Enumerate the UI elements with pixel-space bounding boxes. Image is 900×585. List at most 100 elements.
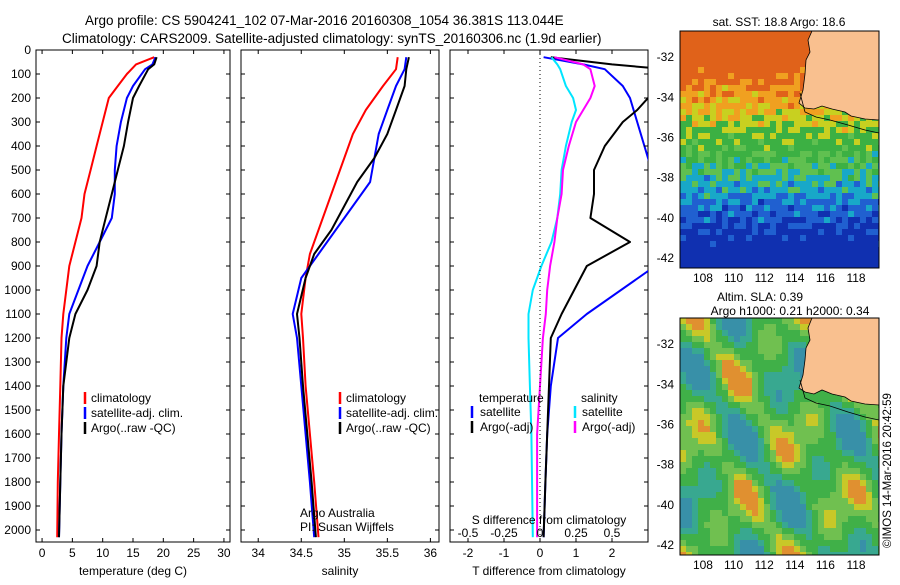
heatmap-cell bbox=[758, 474, 764, 480]
heatmap-cell bbox=[698, 187, 704, 193]
sst-map-ytick-label: -40 bbox=[657, 211, 675, 225]
heatmap-cell bbox=[692, 414, 698, 420]
heatmap-cell bbox=[698, 31, 704, 37]
heatmap-cell bbox=[836, 157, 842, 163]
heatmap-cell bbox=[716, 408, 722, 414]
heatmap-cell bbox=[722, 372, 728, 378]
heatmap-cell bbox=[716, 79, 722, 85]
heatmap-cell bbox=[836, 217, 842, 223]
heatmap-cell bbox=[686, 396, 692, 402]
heatmap-cell bbox=[830, 217, 836, 223]
heatmap-cell bbox=[776, 55, 782, 61]
heatmap-cell bbox=[764, 49, 770, 55]
heatmap-cell bbox=[800, 444, 806, 450]
heatmap-cell bbox=[776, 480, 782, 486]
heatmap-cell bbox=[704, 402, 710, 408]
heatmap-cell bbox=[872, 247, 878, 253]
heatmap-cell bbox=[788, 492, 794, 498]
heatmap-cell bbox=[860, 486, 866, 492]
heatmap-cell bbox=[752, 175, 758, 181]
heatmap-cell bbox=[746, 324, 752, 330]
heatmap-cell bbox=[842, 133, 848, 139]
heatmap-cell bbox=[866, 504, 872, 510]
heatmap-cell bbox=[800, 31, 806, 37]
heatmap-cell bbox=[770, 504, 776, 510]
heatmap-cell bbox=[680, 384, 686, 390]
heatmap-cell bbox=[746, 462, 752, 468]
heatmap-cell bbox=[698, 175, 704, 181]
heatmap-cell bbox=[734, 516, 740, 522]
heatmap-cell bbox=[698, 223, 704, 229]
heatmap-cell bbox=[680, 67, 686, 73]
heatmap-cell bbox=[842, 438, 848, 444]
heatmap-cell bbox=[746, 265, 752, 268]
heatmap-cell bbox=[794, 378, 800, 384]
heatmap-cell bbox=[680, 265, 686, 268]
depth-tick-label: 600 bbox=[11, 187, 31, 201]
heatmap-cell bbox=[752, 342, 758, 348]
heatmap-cell bbox=[752, 127, 758, 133]
heatmap-cell bbox=[788, 169, 794, 175]
heatmap-cell bbox=[722, 139, 728, 145]
heatmap-cell bbox=[764, 241, 770, 247]
heatmap-cell bbox=[680, 456, 686, 462]
heatmap-cell bbox=[716, 552, 722, 555]
heatmap-cell bbox=[752, 265, 758, 268]
heatmap-cell bbox=[770, 199, 776, 205]
heatmap-cell bbox=[740, 103, 746, 109]
heatmap-cell bbox=[824, 229, 830, 235]
heatmap-cell bbox=[728, 390, 734, 396]
heatmap-cell bbox=[710, 247, 716, 253]
heatmap-cell bbox=[740, 516, 746, 522]
heatmap-cell bbox=[770, 426, 776, 432]
heatmap-cell bbox=[686, 259, 692, 265]
sst-map-xtick-label: 108 bbox=[693, 271, 713, 285]
heatmap-cell bbox=[698, 462, 704, 468]
heatmap-cell bbox=[794, 522, 800, 528]
heatmap-cell bbox=[734, 414, 740, 420]
heatmap-cell bbox=[824, 468, 830, 474]
sla-map-ytick-label: -34 bbox=[657, 377, 675, 391]
heatmap-cell bbox=[728, 79, 734, 85]
heatmap-cell bbox=[686, 324, 692, 330]
heatmap-cell bbox=[824, 163, 830, 169]
heatmap-cell bbox=[740, 55, 746, 61]
heatmap-cell bbox=[722, 420, 728, 426]
heatmap-cell bbox=[704, 37, 710, 43]
heatmap-cell bbox=[758, 426, 764, 432]
heatmap-cell bbox=[872, 516, 878, 522]
heatmap-cell bbox=[734, 540, 740, 546]
heatmap-cell bbox=[770, 247, 776, 253]
heatmap-cell bbox=[704, 324, 710, 330]
heatmap-cell bbox=[818, 169, 824, 175]
heatmap-cell bbox=[686, 199, 692, 205]
heatmap-cell bbox=[782, 91, 788, 97]
heatmap-cell bbox=[806, 498, 812, 504]
heatmap-cell bbox=[860, 145, 866, 151]
heatmap-cell bbox=[860, 408, 866, 414]
heatmap-cell bbox=[860, 193, 866, 199]
heatmap-cell bbox=[788, 211, 794, 217]
heatmap-cell bbox=[860, 259, 866, 265]
heatmap-cell bbox=[752, 121, 758, 127]
heatmap-cell bbox=[848, 259, 854, 265]
heatmap-cell bbox=[860, 402, 866, 408]
heatmap-cell bbox=[728, 492, 734, 498]
heatmap-cell bbox=[788, 390, 794, 396]
heatmap-cell bbox=[740, 157, 746, 163]
heatmap-cell bbox=[686, 115, 692, 121]
heatmap-cell bbox=[764, 438, 770, 444]
heatmap-cell bbox=[836, 468, 842, 474]
heatmap-cell bbox=[728, 55, 734, 61]
heatmap-cell bbox=[716, 199, 722, 205]
heatmap-cell bbox=[842, 552, 848, 555]
heatmap-cell bbox=[866, 420, 872, 426]
heatmap-cell bbox=[764, 486, 770, 492]
heatmap-cell bbox=[746, 360, 752, 366]
heatmap-cell bbox=[722, 199, 728, 205]
heatmap-cell bbox=[746, 169, 752, 175]
heatmap-cell bbox=[770, 456, 776, 462]
heatmap-cell bbox=[686, 235, 692, 241]
heatmap-cell bbox=[764, 552, 770, 555]
heatmap-cell bbox=[866, 121, 872, 127]
